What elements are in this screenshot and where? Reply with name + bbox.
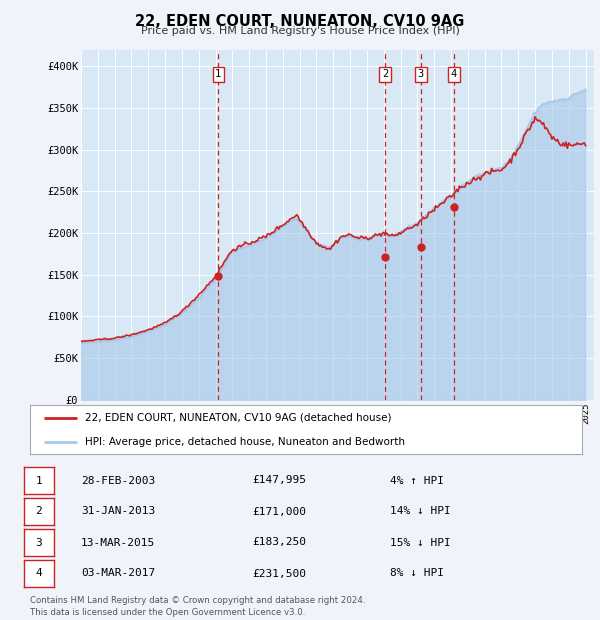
- Text: 3: 3: [418, 69, 424, 79]
- Text: 2: 2: [382, 69, 388, 79]
- Text: 3: 3: [35, 538, 43, 547]
- Text: 4: 4: [35, 569, 43, 578]
- Text: 4% ↑ HPI: 4% ↑ HPI: [390, 476, 444, 485]
- Text: £231,500: £231,500: [252, 569, 306, 578]
- Text: HPI: Average price, detached house, Nuneaton and Bedworth: HPI: Average price, detached house, Nune…: [85, 436, 405, 447]
- Text: 1: 1: [35, 476, 43, 485]
- Text: 8% ↓ HPI: 8% ↓ HPI: [390, 569, 444, 578]
- Text: 2: 2: [35, 507, 43, 516]
- Text: £183,250: £183,250: [252, 538, 306, 547]
- Text: 22, EDEN COURT, NUNEATON, CV10 9AG: 22, EDEN COURT, NUNEATON, CV10 9AG: [136, 14, 464, 29]
- Text: 14% ↓ HPI: 14% ↓ HPI: [390, 507, 451, 516]
- Text: £171,000: £171,000: [252, 507, 306, 516]
- Text: 28-FEB-2003: 28-FEB-2003: [81, 476, 155, 485]
- Text: £147,995: £147,995: [252, 476, 306, 485]
- Text: 4: 4: [451, 69, 457, 79]
- Text: 31-JAN-2013: 31-JAN-2013: [81, 507, 155, 516]
- Text: 15% ↓ HPI: 15% ↓ HPI: [390, 538, 451, 547]
- Text: Contains HM Land Registry data © Crown copyright and database right 2024.
This d: Contains HM Land Registry data © Crown c…: [30, 596, 365, 617]
- Text: Price paid vs. HM Land Registry's House Price Index (HPI): Price paid vs. HM Land Registry's House …: [140, 26, 460, 36]
- Text: 22, EDEN COURT, NUNEATON, CV10 9AG (detached house): 22, EDEN COURT, NUNEATON, CV10 9AG (deta…: [85, 412, 392, 423]
- Text: 13-MAR-2015: 13-MAR-2015: [81, 538, 155, 547]
- Text: 03-MAR-2017: 03-MAR-2017: [81, 569, 155, 578]
- Text: 1: 1: [215, 69, 221, 79]
